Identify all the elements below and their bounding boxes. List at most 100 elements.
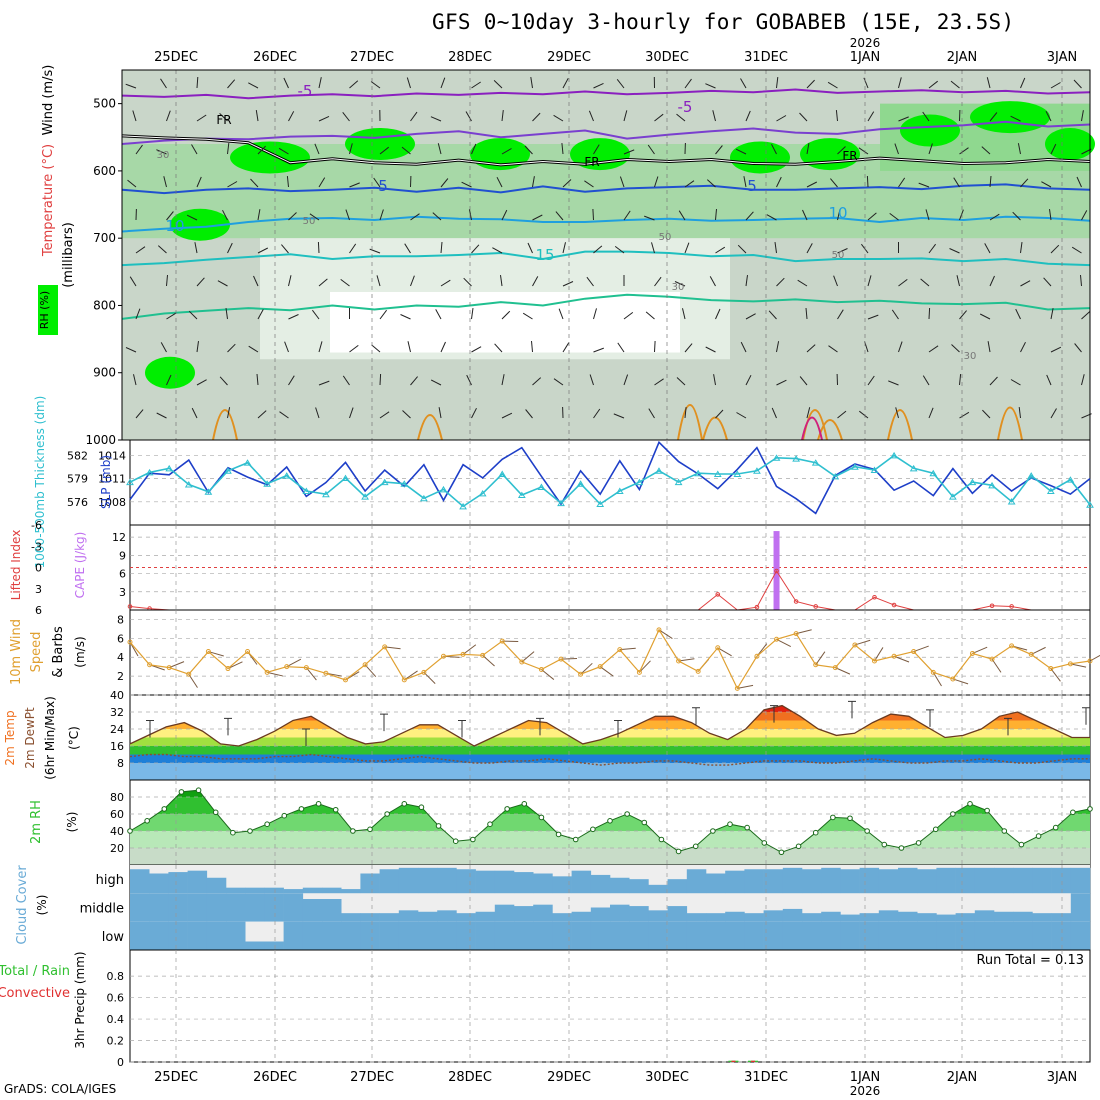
wind-barb xyxy=(288,314,299,320)
isotherm-label: -5 xyxy=(678,98,693,116)
thickness-marker xyxy=(243,459,252,466)
wind-barb xyxy=(806,243,813,254)
wind-barb xyxy=(949,248,960,254)
wind10m-marker xyxy=(401,677,407,683)
wind-barb xyxy=(1046,374,1052,386)
temperature-tick: 32 xyxy=(110,706,124,719)
cloud-middle-bar xyxy=(821,911,841,922)
wind-barb xyxy=(1020,178,1029,188)
rh2m-marker xyxy=(315,801,322,807)
thickness-marker xyxy=(831,472,840,480)
wind-barb xyxy=(402,410,411,419)
pressure-tick: 500 xyxy=(93,97,116,111)
wind-barb xyxy=(471,244,480,254)
cloud-high-bar xyxy=(782,867,803,894)
cloud-middle-bar xyxy=(686,913,707,922)
wind-barb xyxy=(188,310,198,320)
wind-barb xyxy=(217,280,228,287)
freezing-label: FR xyxy=(584,155,599,169)
thickness-marker xyxy=(400,480,409,487)
thickness-marker xyxy=(929,469,938,477)
wind-barb xyxy=(867,314,879,320)
lifted-marker xyxy=(715,592,721,597)
cloud-middle-bar xyxy=(226,893,246,922)
rh2m-marker xyxy=(1070,809,1076,816)
wind-barb xyxy=(676,113,686,122)
wind10m-barb xyxy=(541,669,555,680)
cloud-low-bar xyxy=(418,921,438,950)
cloud-high-bar xyxy=(629,879,649,894)
wind-barb xyxy=(736,412,747,419)
wind-barb xyxy=(227,407,231,419)
wind-barb xyxy=(1020,341,1026,353)
cloud-high-bar xyxy=(130,869,150,894)
wind-axis-label: Wind (m/s) xyxy=(41,65,56,136)
wind-barb xyxy=(925,209,930,221)
precip-axis-label: 3hr Precip (mm) xyxy=(73,951,87,1048)
temperature-tick: 8 xyxy=(117,757,124,770)
rh2m-marker xyxy=(675,848,682,855)
temperature-band xyxy=(130,746,1090,755)
wind10m-barb xyxy=(678,658,695,662)
wind-barb xyxy=(928,345,939,353)
wind-barb xyxy=(288,111,295,122)
thickness-marker xyxy=(851,463,859,470)
cloud-high-bar xyxy=(936,867,956,894)
wind10m-barb xyxy=(384,646,401,650)
wind-barb xyxy=(735,148,747,155)
wind-barb xyxy=(522,312,533,320)
cloud-low-bar xyxy=(341,921,361,950)
wind-barb xyxy=(349,407,354,419)
wind-barb xyxy=(614,245,625,254)
wind-barb xyxy=(684,242,690,254)
wind-barb xyxy=(654,113,664,122)
wind-barb xyxy=(745,211,754,221)
wind-barb xyxy=(682,308,686,320)
wind-barb xyxy=(410,275,415,287)
cloud-axis-label: Cloud Cover xyxy=(15,865,30,945)
cloud-low-bar xyxy=(917,921,937,950)
wind-barb xyxy=(1080,274,1082,287)
wind10m-marker xyxy=(911,649,917,655)
wind10m-marker xyxy=(362,662,368,668)
wind-barb xyxy=(654,276,662,287)
heat-contour xyxy=(212,409,238,441)
wind-barb xyxy=(166,110,171,122)
wind-barb xyxy=(471,81,481,89)
wind10m-barb xyxy=(815,651,826,666)
wind10m-marker xyxy=(166,665,172,671)
cloud-middle-bar xyxy=(245,893,265,922)
wind-barb xyxy=(227,343,236,353)
wind-barb xyxy=(288,212,297,221)
wind10m-marker xyxy=(950,676,956,682)
cloud-low-bar xyxy=(168,921,188,950)
wind-barb xyxy=(562,342,570,353)
slp-axis-label: SLP (mb) xyxy=(99,455,113,509)
rh2m-marker xyxy=(1087,806,1093,812)
wind10m-barb xyxy=(717,647,732,657)
wind-barb xyxy=(135,409,144,419)
cloud-low-bar xyxy=(571,921,592,950)
wind-barb xyxy=(1043,277,1052,287)
wind-barb xyxy=(1050,346,1062,353)
cloud-high-bar xyxy=(1013,867,1033,894)
wind-barb xyxy=(349,344,359,353)
rh2m-marker xyxy=(607,818,613,824)
wind-barb xyxy=(345,209,350,221)
wind10m-barb xyxy=(932,672,942,687)
lifted-axis-label: Lifted Index xyxy=(9,530,23,601)
thickness-marker xyxy=(517,491,526,499)
rh2m-marker xyxy=(247,828,253,834)
wind-barb xyxy=(471,346,482,353)
wind-barb xyxy=(1041,181,1052,188)
cloud-low-bar xyxy=(475,921,496,950)
wind-barb xyxy=(430,379,442,386)
cloud-middle-bar xyxy=(552,913,572,922)
slp-line xyxy=(129,440,1091,515)
rh-contour-label: 30 xyxy=(964,351,977,362)
cloud-low-bar xyxy=(552,921,572,950)
bottom-date-label: 28DEC xyxy=(448,1070,492,1085)
cloud-low-bar xyxy=(1051,921,1072,950)
cloud-middle-bar xyxy=(264,893,284,922)
wind-barb xyxy=(867,111,875,122)
